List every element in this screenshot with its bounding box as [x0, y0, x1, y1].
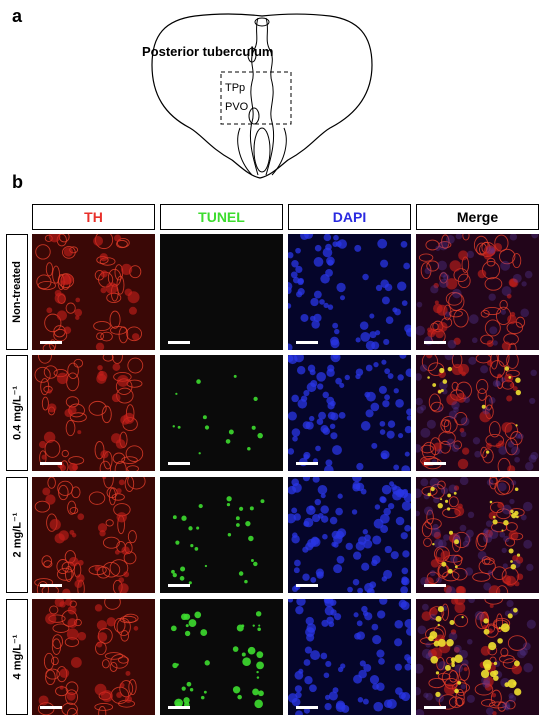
- micrograph-non-treated-dapi: [288, 234, 411, 350]
- tpp-label: TPp: [225, 82, 246, 94]
- column-label-merge: Merge: [456, 209, 499, 225]
- region-label: Posterior tuberculum: [142, 44, 274, 59]
- scale-bar: [168, 584, 190, 587]
- scale-bar: [40, 706, 62, 709]
- panel-b-letter: b: [12, 172, 23, 192]
- micrograph-4-tunel: [160, 599, 283, 715]
- row-label-2: 2 mg/L⁻¹: [11, 512, 24, 558]
- micrograph-4-dapi: [288, 599, 411, 715]
- micrograph-4-merge: [416, 599, 539, 715]
- micrograph-2-th: [32, 477, 155, 593]
- micrograph-non-treated-merge: [416, 234, 539, 350]
- micrograph-0-4-dapi: [288, 355, 411, 471]
- micrograph-2-dapi: [288, 477, 411, 593]
- brain-schematic: Posterior tuberculum TPp PVO: [140, 10, 385, 180]
- micrograph-4-th: [32, 599, 155, 715]
- panel-a-letter: a: [12, 6, 23, 26]
- micrograph-non-treated-tunel: [160, 234, 283, 350]
- column-label-tunel: TUNEL: [198, 209, 245, 225]
- scale-bar: [424, 462, 446, 465]
- row-header-0-4: 0.4 mg/L⁻¹: [6, 355, 28, 471]
- micrograph-2-merge: [416, 477, 539, 593]
- scale-bar: [40, 341, 62, 344]
- micrograph-0-4-tunel: [160, 355, 283, 471]
- row-header-non-treated: Non-treated: [6, 234, 28, 350]
- scale-bar: [296, 341, 318, 344]
- scale-bar: [40, 584, 62, 587]
- column-header-th: TH: [32, 204, 155, 230]
- scale-bar: [168, 341, 190, 344]
- scale-bar: [168, 706, 190, 709]
- scale-bar: [296, 584, 318, 587]
- micrograph-non-treated-th: [32, 234, 155, 350]
- micrograph-2-tunel: [160, 477, 283, 593]
- scale-bar: [296, 706, 318, 709]
- row-label-0-4: 0.4 mg/L⁻¹: [11, 385, 24, 441]
- column-header-merge: Merge: [416, 204, 539, 230]
- brain-outline-drawing: [151, 13, 373, 179]
- scale-bar: [168, 462, 190, 465]
- scale-bar: [424, 706, 446, 709]
- row-header-4: 4 mg/L⁻¹: [6, 599, 28, 715]
- scale-bar: [424, 584, 446, 587]
- pvo-label: PVO: [225, 101, 249, 113]
- scale-bar: [424, 341, 446, 344]
- column-header-dapi: DAPI: [288, 204, 411, 230]
- column-label-th: TH: [84, 209, 103, 225]
- micrograph-0-4-th: [32, 355, 155, 471]
- row-label-non-treated: Non-treated: [11, 261, 23, 323]
- scale-bar: [296, 462, 318, 465]
- scale-bar: [40, 462, 62, 465]
- micrograph-0-4-merge: [416, 355, 539, 471]
- column-label-dapi: DAPI: [332, 209, 367, 225]
- row-label-4: 4 mg/L⁻¹: [11, 634, 24, 680]
- column-header-tunel: TUNEL: [160, 204, 283, 230]
- row-header-2: 2 mg/L⁻¹: [6, 477, 28, 593]
